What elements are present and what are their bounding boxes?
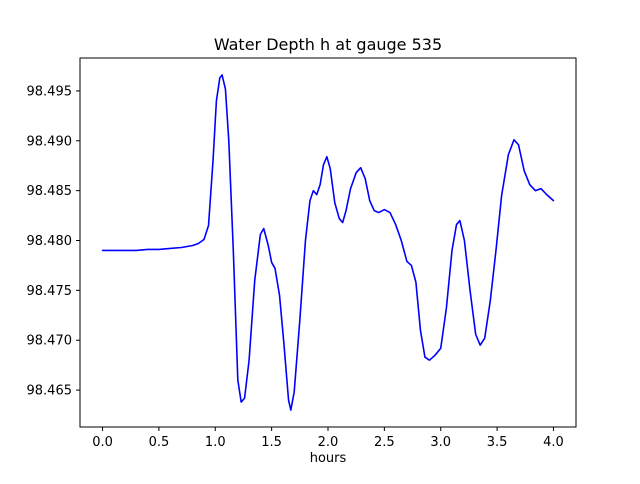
x-tick-label: 2.5 — [374, 435, 395, 450]
y-tick-label: 98.475 — [27, 284, 73, 299]
chart-title: Water Depth h at gauge 535 — [214, 35, 442, 54]
x-tick-label: 4.0 — [543, 435, 564, 450]
y-tick-label: 98.495 — [27, 84, 73, 99]
plot-frame — [79, 57, 577, 428]
x-tick-label: 0.0 — [92, 435, 113, 450]
x-tick-label: 1.5 — [261, 435, 282, 450]
y-tick-label: 98.465 — [27, 384, 73, 399]
x-tick-label: 0.5 — [149, 435, 170, 450]
y-tick-label: 98.485 — [27, 184, 73, 199]
y-tick-label: 98.490 — [27, 134, 73, 149]
x-axis-label: hours — [310, 451, 347, 466]
x-tick-label: 3.0 — [430, 435, 451, 450]
y-tick-label: 98.470 — [27, 334, 73, 349]
axis-ticks-group: 0.0 0.5 1.0 1.5 2.0 2.5 3.0 3.5 4.0 98.465 98.470 9… — [27, 84, 564, 450]
x-tick-label: 2.0 — [318, 435, 339, 450]
data-series-group — [101, 74, 555, 411]
y-tick-label: 98.480 — [27, 234, 73, 249]
x-tick-label: 3.5 — [487, 435, 508, 450]
x-tick-label: 1.0 — [205, 435, 226, 450]
data-line — [101, 74, 555, 411]
